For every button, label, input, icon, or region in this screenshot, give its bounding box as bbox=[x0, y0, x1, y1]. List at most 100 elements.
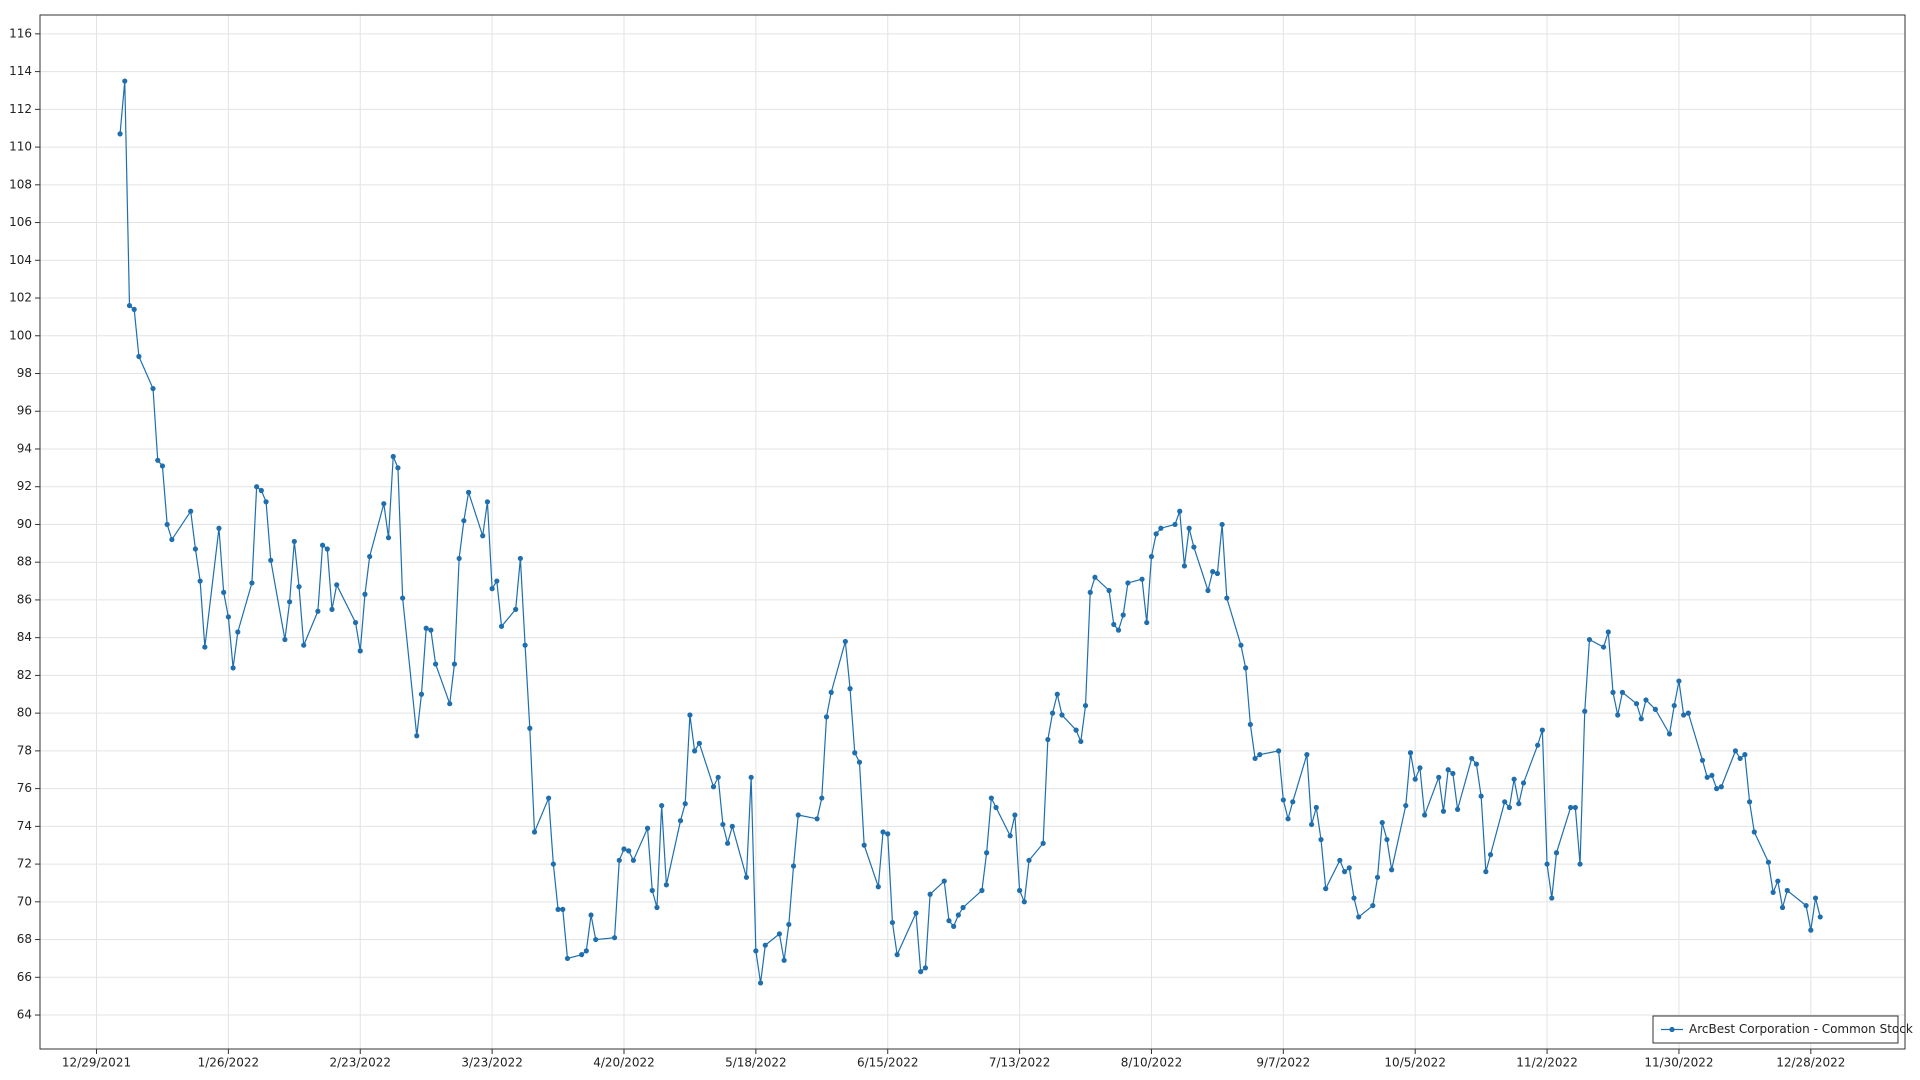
data-point bbox=[418, 691, 425, 697]
data-point bbox=[1337, 857, 1343, 863]
data-point bbox=[117, 131, 123, 137]
data-point bbox=[955, 912, 961, 918]
data-point bbox=[362, 591, 368, 597]
data-point bbox=[621, 846, 627, 852]
data-point bbox=[1436, 774, 1442, 780]
data-point bbox=[593, 936, 599, 943]
y-tick-label: 100 bbox=[9, 328, 32, 342]
data-point bbox=[1082, 702, 1089, 709]
data-point bbox=[291, 538, 297, 545]
data-point bbox=[1078, 738, 1084, 745]
data-point bbox=[202, 644, 208, 650]
data-point bbox=[1582, 708, 1588, 714]
data-point bbox=[753, 948, 759, 954]
y-tick-label: 114 bbox=[9, 64, 32, 78]
data-point bbox=[1520, 780, 1527, 786]
data-point bbox=[611, 935, 618, 941]
data-point bbox=[922, 965, 929, 971]
y-tick-label: 84 bbox=[17, 630, 32, 644]
data-point bbox=[546, 795, 552, 801]
data-point bbox=[1323, 886, 1329, 892]
x-tick-label: 2/23/2022 bbox=[329, 1056, 391, 1070]
data-point bbox=[875, 884, 881, 890]
x-tick-label: 3/23/2022 bbox=[461, 1056, 523, 1070]
data-point bbox=[1586, 636, 1593, 643]
data-point bbox=[993, 804, 999, 811]
y-tick-label: 110 bbox=[9, 140, 32, 154]
data-point bbox=[1016, 887, 1023, 894]
data-point bbox=[630, 857, 637, 863]
data-point bbox=[169, 536, 175, 543]
data-point bbox=[1049, 710, 1056, 716]
data-point bbox=[946, 918, 952, 924]
data-point bbox=[880, 829, 886, 835]
data-point bbox=[696, 740, 702, 746]
data-point bbox=[1115, 627, 1122, 633]
data-point bbox=[164, 521, 170, 528]
data-point bbox=[979, 887, 985, 894]
data-point bbox=[451, 661, 458, 667]
data-point bbox=[1219, 521, 1225, 528]
data-point bbox=[1407, 750, 1414, 756]
data-point bbox=[1506, 804, 1512, 811]
data-point bbox=[395, 465, 401, 471]
data-point bbox=[1714, 786, 1720, 792]
data-point bbox=[1144, 619, 1150, 626]
data-point bbox=[1817, 914, 1823, 920]
data-point bbox=[225, 614, 231, 620]
data-point bbox=[1106, 587, 1112, 594]
legend-label: ArcBest Corporation - Common Stock bbox=[1689, 1022, 1913, 1036]
data-point bbox=[1784, 887, 1790, 894]
data-point bbox=[781, 957, 787, 963]
data-point bbox=[885, 831, 891, 837]
data-point bbox=[1666, 731, 1673, 737]
data-point bbox=[828, 689, 834, 695]
data-point bbox=[334, 582, 340, 588]
data-point bbox=[319, 542, 326, 548]
y-tick-label: 112 bbox=[9, 102, 32, 116]
y-tick-label: 108 bbox=[9, 177, 32, 191]
data-point bbox=[1153, 531, 1159, 537]
data-point bbox=[790, 863, 797, 869]
data-point bbox=[1252, 755, 1258, 762]
y-tick-label: 68 bbox=[17, 932, 32, 946]
data-point bbox=[1257, 752, 1263, 758]
data-point bbox=[988, 795, 994, 801]
data-point bbox=[1718, 784, 1724, 790]
data-point bbox=[710, 784, 717, 790]
data-point bbox=[315, 608, 321, 614]
data-point bbox=[1073, 727, 1079, 733]
data-point bbox=[1770, 889, 1776, 895]
data-point bbox=[484, 499, 491, 505]
data-point bbox=[357, 648, 363, 654]
data-point bbox=[1808, 927, 1814, 933]
data-point bbox=[1243, 665, 1249, 671]
data-point bbox=[1210, 569, 1216, 575]
data-point bbox=[480, 533, 486, 539]
data-point bbox=[692, 748, 698, 754]
x-tick-label: 8/10/2022 bbox=[1121, 1056, 1183, 1070]
data-point bbox=[456, 555, 462, 562]
y-tick-label: 88 bbox=[17, 555, 32, 569]
data-point bbox=[1238, 642, 1244, 648]
data-point bbox=[1605, 629, 1611, 635]
data-point bbox=[1568, 804, 1574, 811]
data-point bbox=[1643, 697, 1649, 703]
data-point bbox=[1026, 857, 1032, 863]
data-point bbox=[1487, 852, 1494, 858]
data-point bbox=[1577, 861, 1583, 867]
data-point bbox=[1007, 833, 1013, 839]
data-point bbox=[1205, 587, 1211, 594]
data-point bbox=[522, 642, 528, 648]
data-point bbox=[757, 980, 764, 986]
data-point bbox=[1389, 867, 1395, 873]
x-tick-label: 7/13/2022 bbox=[989, 1056, 1051, 1070]
data-point bbox=[1356, 914, 1362, 920]
y-tick-label: 78 bbox=[17, 743, 32, 757]
data-point bbox=[1158, 525, 1164, 531]
y-tick-label: 106 bbox=[9, 215, 32, 229]
data-point bbox=[583, 948, 589, 954]
data-point bbox=[1224, 595, 1230, 601]
data-point bbox=[268, 557, 274, 563]
data-point bbox=[677, 818, 684, 824]
